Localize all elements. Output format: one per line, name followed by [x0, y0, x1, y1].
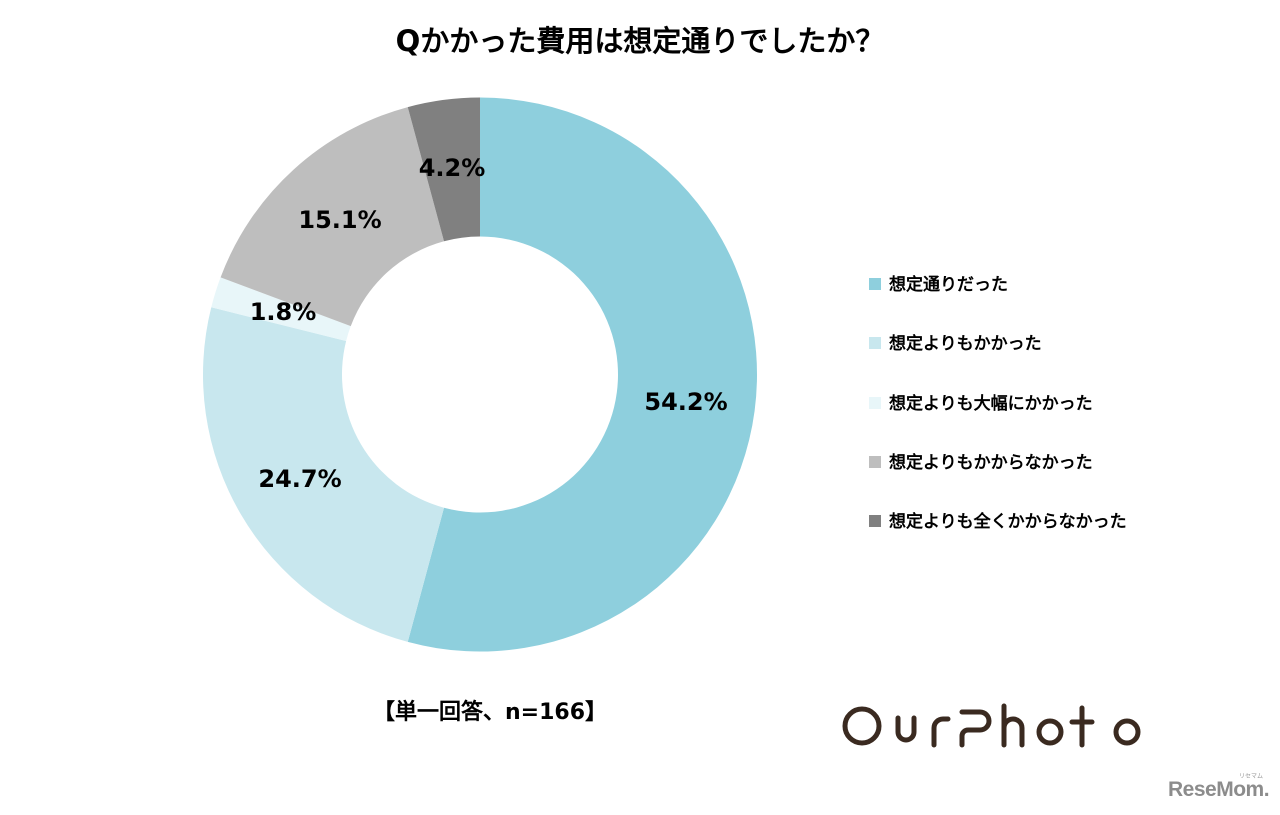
- legend-label: 想定よりもかかった: [889, 334, 1042, 354]
- slice-label-much-less-than-expected: 4.2%: [418, 154, 486, 182]
- legend-label: 想定よりもかからなかった: [889, 453, 1093, 473]
- donut-slices: [202, 97, 758, 652]
- legend-label: 想定通りだった: [889, 275, 1008, 295]
- legend-item-less-than-expected: 想定よりもかからなかった: [869, 448, 1093, 473]
- legend-item-much-more-than-expected: 想定よりも大幅にかかった: [869, 389, 1093, 414]
- ourphoto-logo: [842, 703, 1141, 748]
- legend-swatch: [869, 515, 881, 527]
- slice-label-as-expected: 54.2%: [644, 388, 728, 416]
- legend-swatch: [869, 337, 881, 349]
- legend-swatch: [869, 397, 881, 409]
- resemom-credit-logo: ReseMom.: [1168, 778, 1270, 801]
- chart-title: Qかかった費用は想定通りでしたか？: [395, 24, 885, 58]
- legend-item-more-than-expected: 想定よりもかかった: [869, 329, 1042, 354]
- slice-label-much-more-than-expected: 1.8%: [249, 298, 317, 326]
- credit-ruby: リセマム: [1239, 773, 1264, 780]
- donut-slice-much-less-than-expected: [407, 97, 480, 242]
- legend-label: 想定よりも大幅にかかった: [889, 394, 1093, 414]
- donut-slice-much-more-than-expected: [211, 277, 351, 342]
- donut-slice-more-than-expected: [202, 307, 445, 642]
- legend-swatch: [869, 456, 881, 468]
- legend-item-much-less-than-expected: 想定よりも全くかからなかった: [869, 507, 1127, 532]
- legend-label: 想定よりも全くかからなかった: [889, 512, 1127, 532]
- donut-slice-as-expected: [407, 97, 758, 652]
- donut-slice-less-than-expected: [220, 107, 445, 327]
- legend-swatch: [869, 278, 881, 290]
- slice-label-more-than-expected: 24.7%: [258, 465, 342, 493]
- sample-size-note: 【単一回答、n=166】: [373, 700, 608, 725]
- slice-label-less-than-expected: 15.1%: [298, 206, 382, 234]
- legend-item-as-expected: 想定通りだった: [869, 270, 1008, 295]
